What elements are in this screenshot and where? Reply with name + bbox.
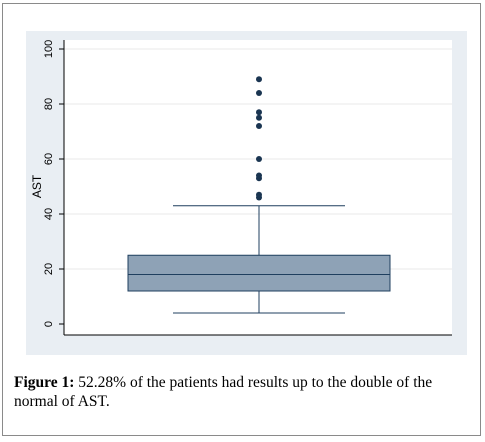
- figure-caption-text: 52.28% of the patients had results up to…: [14, 374, 433, 410]
- y-tick-label: 20: [43, 263, 55, 275]
- y-tick-label: 40: [43, 208, 55, 220]
- outlier-point: [256, 156, 262, 162]
- y-tick-label: 100: [43, 40, 55, 58]
- outlier-point: [256, 90, 262, 96]
- figure-caption: Figure 1: 52.28% of the patients had res…: [14, 373, 476, 411]
- outlier-point: [256, 123, 262, 129]
- y-tick-label: 60: [43, 153, 55, 165]
- outlier-point: [256, 114, 262, 121]
- y-axis-label: AST: [30, 174, 44, 198]
- outlier-point: [256, 191, 262, 198]
- y-tick-label: 80: [43, 98, 55, 110]
- interquartile-box: [127, 254, 391, 292]
- outlier-point: [256, 172, 262, 179]
- figure-label: Figure 1:: [14, 374, 75, 391]
- y-tick-label: 0: [43, 321, 55, 327]
- outlier-point: [256, 76, 262, 83]
- outlier-point: [256, 109, 262, 116]
